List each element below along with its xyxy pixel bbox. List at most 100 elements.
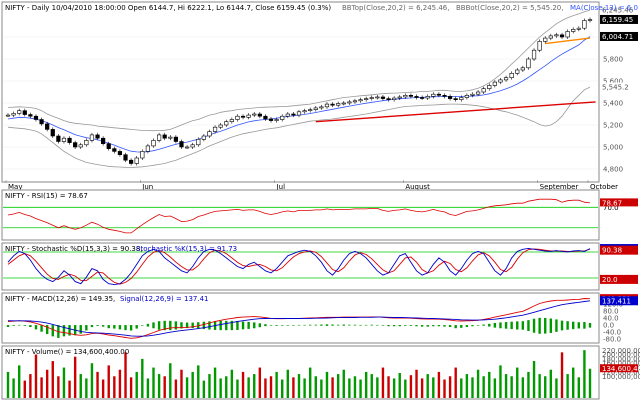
stochastic-panel: NIFTY - Stochastic %D(15,3,3) = 90.38, S… xyxy=(1,242,638,291)
price-bar-body xyxy=(112,148,117,152)
macd-histogram-bar xyxy=(269,325,273,326)
macd-histogram-bar xyxy=(303,324,306,326)
price-bar-body xyxy=(28,114,33,117)
price-bar-body xyxy=(520,67,525,71)
volume-bar xyxy=(544,376,547,398)
price-bar-body xyxy=(291,113,296,116)
volume-bar xyxy=(577,377,581,398)
volume-bar xyxy=(443,379,446,398)
volume-bar xyxy=(34,354,38,398)
price-bar-body xyxy=(408,95,414,97)
volume-bar xyxy=(241,371,245,398)
month-label: Jul xyxy=(276,183,286,191)
price-bar-body xyxy=(246,114,251,118)
macd-histogram-bar xyxy=(286,325,290,326)
price-bar-body xyxy=(263,115,268,120)
price-bar-body xyxy=(324,103,330,108)
macd-histogram-bar xyxy=(230,320,234,331)
price-bar-body xyxy=(336,103,341,106)
month-label: October xyxy=(590,183,618,191)
volume-bar xyxy=(225,376,228,398)
price-bar-body xyxy=(475,91,481,95)
volume-bar xyxy=(85,378,88,398)
macd-histogram-bar xyxy=(185,322,189,329)
macd-histogram-bar xyxy=(292,325,295,326)
macd-histogram-bar xyxy=(163,320,166,331)
price-value-tag-label: 6,159.45 xyxy=(602,16,633,24)
macd-panel: NIFTY - MACD(12,26) = 149.35, Signal(12,… xyxy=(1,292,638,344)
price-bar-body xyxy=(17,110,22,114)
price-bar-body xyxy=(352,100,358,103)
macd-histogram-bar xyxy=(320,324,323,326)
volume-tick-label: 100,000,00 xyxy=(602,373,640,381)
price-bar-body xyxy=(548,35,553,39)
volume-bar xyxy=(516,367,519,398)
price-bar-body xyxy=(470,93,475,96)
macd-histogram-bar xyxy=(51,325,54,337)
price-bar-body xyxy=(565,31,570,38)
macd-histogram-bar xyxy=(577,322,581,329)
month-label: Jun xyxy=(141,183,153,191)
price-header: NIFTY - Daily 10/04/2010 18:00:00 Open 6… xyxy=(5,4,331,12)
macd-histogram-bar xyxy=(141,325,144,326)
macd-histogram-bar xyxy=(124,325,127,331)
price-bar-body xyxy=(543,37,548,42)
macd-histogram-bar xyxy=(236,321,239,330)
price-bar-body xyxy=(296,111,302,116)
volume-bar xyxy=(73,356,77,398)
price-bar-body xyxy=(129,159,134,164)
price-bar-body xyxy=(184,146,190,149)
volume-bar xyxy=(281,379,284,398)
macd-axis-ticks: 120.080.040.00.0-40.0-80.0 xyxy=(603,300,623,343)
volume-bar xyxy=(504,374,508,398)
macd-histogram-bar xyxy=(23,325,26,326)
volume-bar xyxy=(331,377,334,398)
volume-bar xyxy=(381,367,385,398)
price-bar-body xyxy=(582,20,587,29)
price-bar-body xyxy=(257,113,262,117)
volume-tick-label: 160,000,00 xyxy=(602,360,640,368)
macd-histogram-bar xyxy=(376,324,379,326)
macd-histogram-bar xyxy=(191,322,194,329)
price-bars xyxy=(5,17,593,166)
volume-bar xyxy=(51,361,54,398)
macd-histogram-bar xyxy=(264,324,267,327)
volume-bar xyxy=(359,379,362,398)
bb-top-label: BBTop(Close,20,2) = 6,245.46, xyxy=(342,4,449,12)
volume-bar xyxy=(448,376,452,398)
volume-tick-label: 180,000,00 xyxy=(602,355,640,363)
price-tick-label: 5,800 xyxy=(603,56,623,64)
macd-value-tag xyxy=(600,296,638,306)
price-value-tag xyxy=(600,82,638,92)
macd-histogram-bar xyxy=(353,324,357,326)
macd-histogram-bar xyxy=(12,325,15,326)
price-bar-body xyxy=(274,119,279,121)
macd-histogram-bar xyxy=(180,322,183,329)
macd-tick-label: -80.0 xyxy=(603,336,621,344)
macd-histogram-bar xyxy=(129,325,133,331)
macd-histogram-bar xyxy=(387,325,390,327)
price-bar-body xyxy=(39,119,44,125)
price-bar-body xyxy=(201,135,206,140)
volume-bar xyxy=(437,371,441,398)
volume-bar xyxy=(387,376,390,398)
volume-bar xyxy=(320,379,323,398)
volume-bar xyxy=(303,378,306,398)
price-panel-frame xyxy=(1,1,600,183)
macd-histogram-bar xyxy=(17,324,21,326)
price-bar-body xyxy=(397,96,402,99)
macd-histogram-bar xyxy=(364,324,368,326)
price-bar-body xyxy=(5,114,11,117)
rsi-panel: NIFTY - RSI(15) = 78.67 70.0 78.67 xyxy=(1,189,638,241)
macd-histogram-bar xyxy=(258,323,262,328)
volume-bar xyxy=(432,377,435,398)
price-bar-body xyxy=(50,129,55,137)
price-bar-body xyxy=(498,79,503,83)
volume-bar xyxy=(118,369,122,398)
macd-histogram-bar xyxy=(560,320,564,331)
price-bar-body xyxy=(308,109,313,111)
bb-bot-label: BBBot(Close,20,2) = 5,545.20, xyxy=(456,4,564,12)
price-bar-body xyxy=(386,98,391,100)
volume-bar xyxy=(286,369,290,398)
price-bar-body xyxy=(101,137,106,144)
